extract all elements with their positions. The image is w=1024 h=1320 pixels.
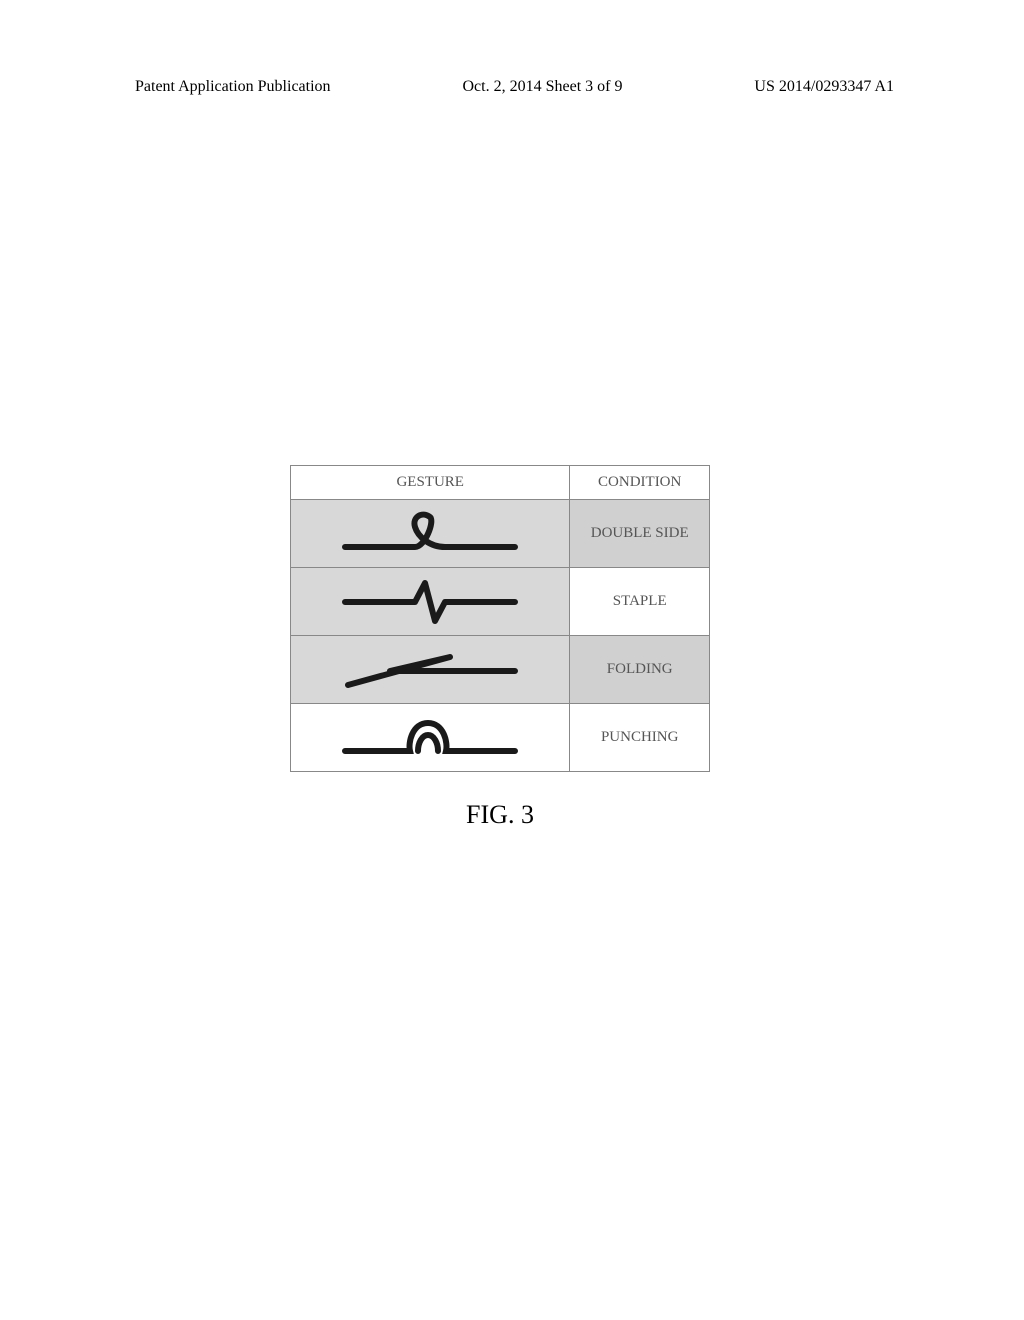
gesture-cell-loop-up: [291, 500, 570, 568]
condition-cell: PUNCHING: [570, 704, 710, 772]
table-row: FOLDING: [291, 636, 710, 704]
gesture-table: GESTURE CONDITION DOUBLE SIDE ST: [290, 465, 710, 772]
page-header: Patent Application Publication Oct. 2, 2…: [0, 78, 1024, 96]
table-row: STAPLE: [291, 568, 710, 636]
gesture-loop-down-icon: [330, 713, 530, 763]
gesture-cell-loop-down: [291, 704, 570, 772]
gesture-cell-spike-down: [291, 568, 570, 636]
table-row: DOUBLE SIDE: [291, 500, 710, 568]
condition-cell: DOUBLE SIDE: [570, 500, 710, 568]
header-left: Patent Application Publication: [135, 78, 331, 96]
header-gesture: GESTURE: [291, 466, 570, 500]
condition-cell: STAPLE: [570, 568, 710, 636]
header-center: Oct. 2, 2014 Sheet 3 of 9: [462, 78, 622, 96]
gesture-zigzag-icon: [330, 645, 530, 695]
gesture-loop-up-icon: [330, 509, 530, 559]
condition-cell: FOLDING: [570, 636, 710, 704]
table-row: PUNCHING: [291, 704, 710, 772]
figure-container: GESTURE CONDITION DOUBLE SIDE ST: [290, 465, 710, 830]
gesture-cell-zigzag: [291, 636, 570, 704]
table-header-row: GESTURE CONDITION: [291, 466, 710, 500]
header-condition: CONDITION: [570, 466, 710, 500]
header-right: US 2014/0293347 A1: [754, 78, 894, 96]
figure-caption: FIG. 3: [290, 800, 710, 830]
gesture-spike-down-icon: [330, 577, 530, 627]
